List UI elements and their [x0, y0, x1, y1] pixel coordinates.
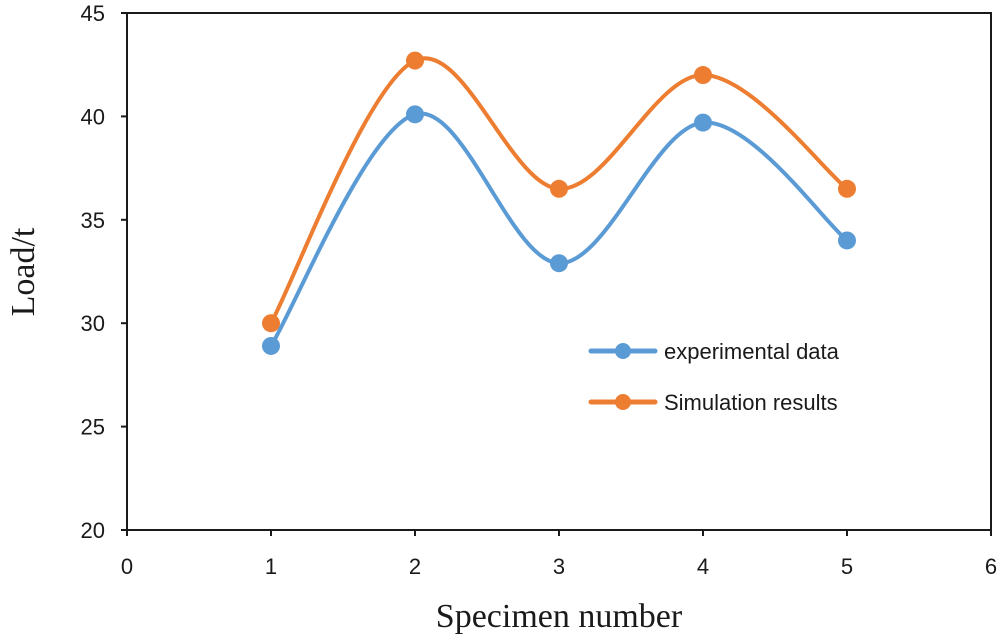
y-tick-label: 30 — [81, 311, 105, 336]
data-point — [838, 179, 856, 198]
legend-item: Simulation results — [588, 390, 838, 415]
y-tick-label: 40 — [81, 104, 105, 129]
data-point — [694, 113, 712, 132]
data-point — [838, 231, 856, 250]
y-tick-label: 35 — [81, 208, 105, 233]
y-axis-ticks: 20 25 30 35 40 45 — [81, 1, 127, 543]
legend: experimental data Simulation results — [588, 339, 840, 415]
x-axis-title: Specimen number — [436, 598, 683, 635]
legend-label: experimental data — [664, 339, 840, 364]
data-point — [550, 179, 568, 198]
series-simulation-results — [262, 51, 856, 333]
series-line — [269, 56, 849, 326]
legend-swatch-marker — [615, 343, 631, 359]
data-point — [406, 51, 424, 70]
series-experimental-data — [262, 105, 856, 355]
legend-label: Simulation results — [664, 390, 838, 415]
series-line — [269, 111, 849, 348]
y-tick-label: 20 — [81, 518, 105, 543]
x-tick-label: 1 — [265, 554, 277, 579]
x-tick-label: 6 — [985, 554, 997, 579]
data-point — [406, 105, 424, 124]
x-tick-label: 5 — [841, 554, 853, 579]
legend-item: experimental data — [588, 339, 840, 364]
y-tick-label: 25 — [81, 415, 105, 440]
series-layer — [262, 51, 856, 355]
data-point — [694, 66, 712, 85]
x-tick-label: 2 — [409, 554, 421, 579]
data-point — [262, 336, 280, 355]
y-axis-title: Load/t — [5, 227, 42, 316]
x-tick-label: 3 — [553, 554, 565, 579]
y-tick-label: 45 — [81, 1, 105, 26]
data-point — [550, 254, 568, 273]
x-tick-label: 0 — [121, 554, 133, 579]
x-tick-label: 4 — [697, 554, 709, 579]
legend-swatch-marker — [615, 394, 631, 410]
x-axis-ticks: 0 1 2 3 4 5 6 — [121, 530, 997, 579]
data-point — [262, 314, 280, 333]
